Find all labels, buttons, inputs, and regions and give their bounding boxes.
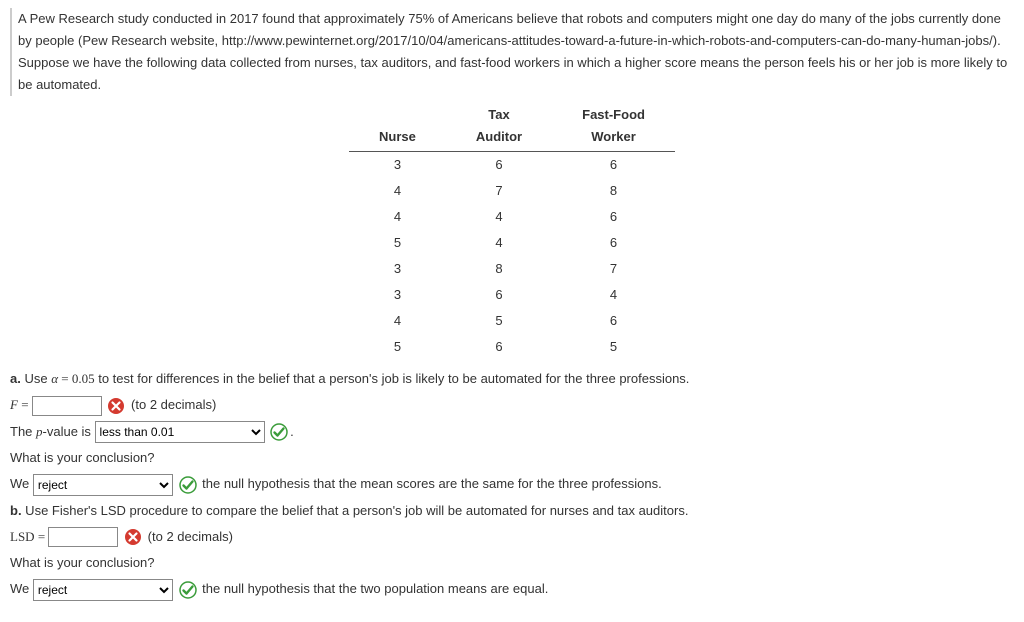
correct-icon: [179, 476, 197, 494]
part-b-label: b.: [10, 503, 22, 518]
table-row: 546: [349, 230, 675, 256]
correct-icon: [179, 581, 197, 599]
table-row: 456: [349, 308, 675, 334]
table-cell: 4: [349, 178, 446, 204]
table-cell: 8: [552, 178, 675, 204]
table-cell: 4: [552, 282, 675, 308]
table-cell: 6: [552, 151, 675, 178]
pvalue-line: The p-value is less than 0.01between 0.0…: [10, 421, 1014, 444]
table-row: 366: [349, 151, 675, 178]
conclusion-line-b: We rejectcannot reject the null hypothes…: [10, 578, 1014, 601]
correct-icon: [270, 423, 288, 441]
table-cell: 4: [349, 204, 446, 230]
table-cell: 6: [552, 308, 675, 334]
incorrect-icon: [124, 528, 142, 546]
incorrect-icon: [107, 397, 125, 415]
problem-paragraph: A Pew Research study conducted in 2017 f…: [18, 11, 1007, 92]
table-cell: 5: [349, 334, 446, 360]
f-decimals-note: (to 2 decimals): [131, 397, 216, 412]
table-cell: 6: [446, 151, 552, 178]
null-hypothesis-text-b: the null hypothesis that the two populat…: [202, 581, 548, 596]
table-row: 478: [349, 178, 675, 204]
lsd-label: LSD: [10, 529, 35, 544]
table-cell: 6: [446, 282, 552, 308]
table-cell: 4: [446, 230, 552, 256]
lsd-input-line: LSD = (to 2 decimals): [10, 526, 1014, 548]
col-header-tax-auditor: Tax Auditor: [446, 102, 552, 151]
reject-select-a[interactable]: rejectcannot reject: [33, 474, 173, 496]
table-cell: 7: [552, 256, 675, 282]
table-cell: 3: [349, 256, 446, 282]
conclusion-line-a: We rejectcannot reject the null hypothes…: [10, 473, 1014, 496]
f-input-line: F = (to 2 decimals): [10, 394, 1014, 416]
pvalue-select[interactable]: less than 0.01between 0.01 and 0.025betw…: [95, 421, 265, 443]
data-table: Nurse Tax Auditor Fast-Food Worker 36647…: [349, 102, 675, 360]
col-header-fast-food: Fast-Food Worker: [552, 102, 675, 151]
table-cell: 5: [349, 230, 446, 256]
part-a-label: a.: [10, 371, 21, 386]
table-cell: 6: [552, 230, 675, 256]
table-cell: 5: [552, 334, 675, 360]
table-body: 366478446546387364456565: [349, 151, 675, 360]
null-hypothesis-text-a: the null hypothesis that the mean scores…: [202, 476, 662, 491]
col-header-nurse: Nurse: [349, 102, 446, 151]
problem-statement: A Pew Research study conducted in 2017 f…: [10, 8, 1014, 96]
table-cell: 4: [349, 308, 446, 334]
reject-select-b[interactable]: rejectcannot reject: [33, 579, 173, 601]
table-cell: 8: [446, 256, 552, 282]
table-cell: 3: [349, 151, 446, 178]
table-cell: 5: [446, 308, 552, 334]
part-b-prompt: b. Use Fisher's LSD procedure to compare…: [10, 500, 1014, 522]
table-row: 364: [349, 282, 675, 308]
lsd-decimals-note: (to 2 decimals): [148, 529, 233, 544]
table-cell: 6: [446, 334, 552, 360]
table-cell: 7: [446, 178, 552, 204]
table-cell: 6: [552, 204, 675, 230]
lsd-value-input[interactable]: [48, 527, 118, 547]
table-cell: 3: [349, 282, 446, 308]
table-row: 565: [349, 334, 675, 360]
conclusion-question-a: What is your conclusion?: [10, 447, 1014, 469]
table-row: 446: [349, 204, 675, 230]
f-label: F: [10, 397, 18, 412]
table-row: 387: [349, 256, 675, 282]
f-value-input[interactable]: [32, 396, 102, 416]
table-cell: 4: [446, 204, 552, 230]
part-a-prompt: a. Use α = 0.05 to test for differences …: [10, 368, 1014, 390]
conclusion-question-b: What is your conclusion?: [10, 552, 1014, 574]
